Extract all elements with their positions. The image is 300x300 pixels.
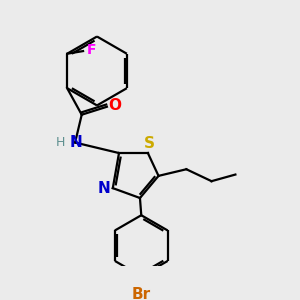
Text: F: F bbox=[87, 44, 97, 57]
Text: H: H bbox=[56, 136, 65, 149]
Text: Br: Br bbox=[132, 287, 151, 300]
Text: N: N bbox=[70, 135, 83, 150]
Text: O: O bbox=[108, 98, 122, 113]
Text: N: N bbox=[97, 181, 110, 196]
Text: S: S bbox=[144, 136, 155, 151]
